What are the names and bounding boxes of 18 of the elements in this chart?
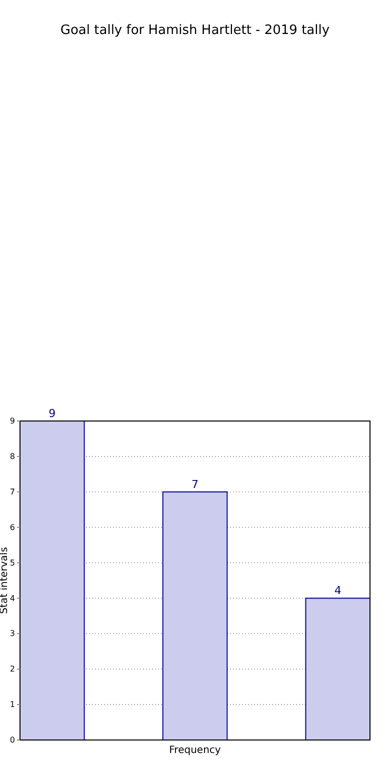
data-label: 7 <box>192 478 198 491</box>
y-tick-label: 8 <box>10 452 15 462</box>
y-tick-label: 4 <box>10 594 15 603</box>
y-tick-label: 5 <box>10 558 15 568</box>
y-tick-label: 2 <box>10 664 15 674</box>
y-tick-label: 9 <box>10 416 15 426</box>
chart-title: Goal tally for Hamish Hartlett - 2019 tally <box>60 23 330 38</box>
y-tick-label: 1 <box>10 700 15 710</box>
bar <box>305 598 370 740</box>
y-tick-label: 6 <box>10 522 15 532</box>
y-tick-label: 7 <box>10 487 15 496</box>
data-label: 9 <box>48 407 56 420</box>
bar <box>162 491 228 740</box>
y-tick-label: 0 <box>10 736 15 745</box>
data-label: 4 <box>334 584 342 598</box>
bar <box>20 420 85 740</box>
y-tick-label: 3 <box>10 629 15 638</box>
x-axis-title: Frequency <box>169 745 221 756</box>
